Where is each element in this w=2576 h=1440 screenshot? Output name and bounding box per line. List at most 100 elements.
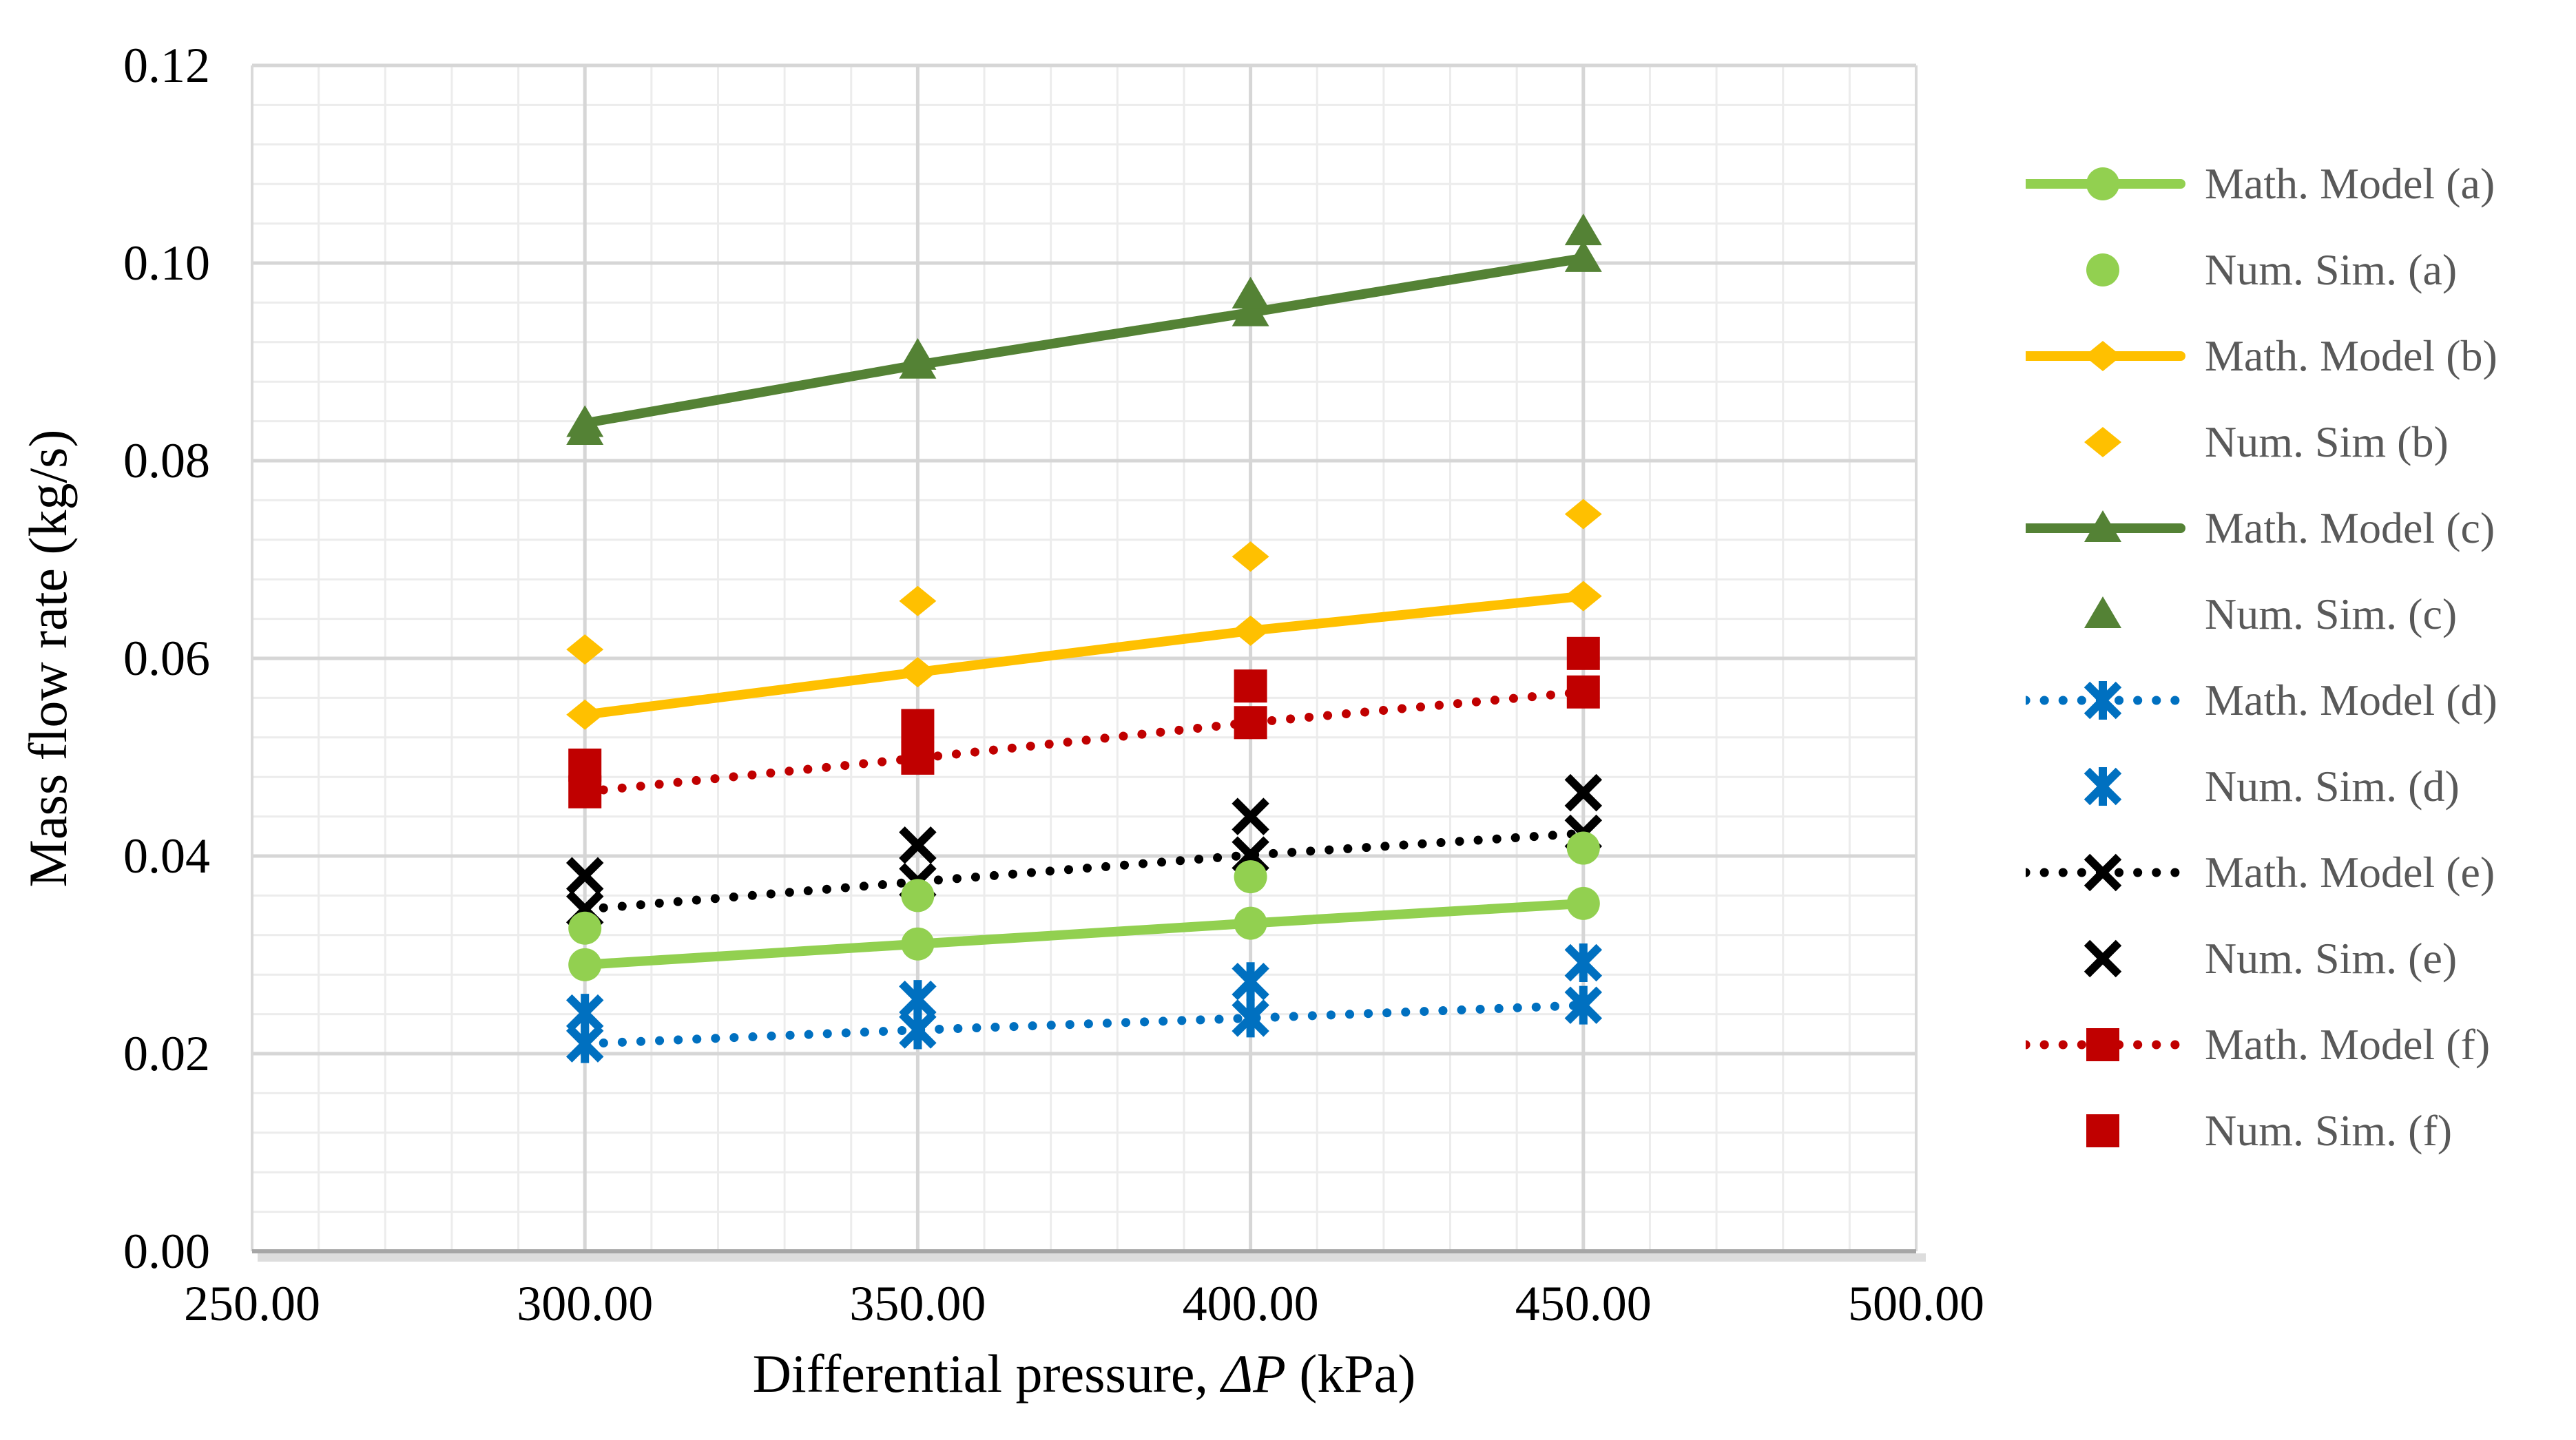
axis-shadow: [258, 1253, 1926, 1262]
legend-item-num-sim-a: Num. Sim. (a): [2026, 236, 2457, 304]
y-tick-label: 0.10: [123, 236, 210, 291]
square-marker: [901, 741, 935, 775]
series-math-model-b: [566, 581, 1602, 730]
legend-label: Num. Sim. (e): [2205, 934, 2458, 983]
circle-marker: [2086, 167, 2119, 200]
circle-marker: [1234, 860, 1267, 894]
series-num-sim-b: [566, 499, 1602, 665]
legend-label: Math. Model (e): [2205, 848, 2495, 897]
x-tick-label: 500.00: [1848, 1276, 1984, 1331]
legend-item-num-sim-c: Num. Sim. (c): [2026, 580, 2457, 649]
series-line: [580, 253, 1588, 428]
legend-key-diamond-icon: [2026, 341, 2185, 371]
x-marker: [1564, 773, 1603, 812]
legend-key-triangle-icon: [2084, 596, 2121, 628]
asterisk-marker: [899, 980, 937, 1019]
series-line: [580, 591, 1588, 720]
legend-item-math-model-d: Math. Model (d): [2026, 666, 2497, 735]
legend-item-num-sim-f: Num. Sim. (f): [2026, 1096, 2452, 1165]
legend-item-math-model-b: Math. Model (b): [2026, 322, 2497, 390]
legend-key-asterisk-icon: [2084, 767, 2122, 806]
series-num-sim-c: [566, 213, 1602, 445]
square-marker: [2086, 1114, 2119, 1147]
circle-marker: [901, 927, 935, 961]
legend-label: Math. Model (d): [2205, 676, 2497, 724]
diamond-marker: [1232, 615, 1269, 646]
diamond-marker: [2084, 427, 2121, 457]
x-marker: [2084, 939, 2122, 978]
series-num-sim-a: [568, 831, 1600, 945]
triangle-marker: [566, 413, 604, 445]
legend-item-math-model-a: Math. Model (a): [2026, 149, 2495, 218]
legend-label: Math. Model (a): [2205, 159, 2495, 208]
legend-key-square-icon: [2086, 1114, 2119, 1147]
series-line: [580, 687, 1588, 797]
series-math-model-c: [566, 240, 1602, 437]
x-tick-label: 350.00: [849, 1276, 986, 1331]
series-num-sim-f: [568, 636, 1600, 782]
series-line: [580, 828, 1588, 914]
x-tick-label: 250.00: [184, 1276, 320, 1331]
series-line: [580, 898, 1588, 970]
legend-label: Math. Model (f): [2205, 1020, 2491, 1069]
legend-label: Math. Model (b): [2205, 331, 2497, 380]
legend-item-num-sim-b: Num. Sim (b): [2026, 408, 2449, 477]
triangle-marker: [1232, 276, 1269, 309]
square-marker: [1234, 706, 1267, 740]
legend-key-circle-icon: [2026, 167, 2185, 200]
triangle-marker: [1564, 213, 1602, 246]
square-marker: [1566, 675, 1600, 709]
legend: Math. Model (a) Num. Sim. (a) Math. Model …: [2026, 0, 2576, 1440]
legend-item-math-model-e: Math. Model (e): [2026, 838, 2495, 907]
diamond-marker: [1232, 541, 1269, 572]
triangle-marker: [2084, 510, 2121, 542]
y-tick-label: 0.08: [123, 433, 210, 488]
triangle-marker: [1564, 240, 1602, 272]
asterisk-marker: [2084, 681, 2122, 720]
y-tick-label: 0.12: [123, 38, 210, 93]
series-line: [580, 1001, 1588, 1049]
circle-marker: [901, 879, 935, 912]
legend-key-diamond-icon: [2084, 427, 2121, 457]
legend-key-triangle-icon: [2026, 510, 2185, 542]
legend-key-asterisk-icon: [2026, 681, 2185, 720]
x-axis-title-text: Differential pressure,: [752, 1344, 1222, 1404]
series-num-sim-d: [565, 943, 1603, 1033]
series-math-model-d: [565, 985, 1603, 1063]
asterisk-marker: [1564, 943, 1603, 982]
legend-item-math-model-c: Math. Model (c): [2026, 494, 2495, 563]
diamond-marker: [2084, 341, 2121, 371]
diamond-marker: [1564, 499, 1602, 530]
square-marker: [568, 748, 602, 782]
asterisk-marker: [1232, 962, 1269, 1001]
asterisk-marker: [1564, 985, 1603, 1025]
triangle-marker: [2084, 596, 2121, 628]
x-axis-title-symbol: ΔP: [1221, 1344, 1286, 1404]
diamond-marker: [899, 585, 937, 616]
legend-key-x-icon: [2026, 853, 2185, 892]
series-math-model-f: [568, 675, 1600, 808]
diamond-marker: [1564, 581, 1602, 612]
circle-marker: [1234, 906, 1267, 940]
legend-label: Num. Sim. (a): [2205, 245, 2458, 294]
legend-key-x-icon: [2084, 939, 2122, 978]
triangle-marker: [1232, 294, 1269, 326]
y-tick-label: 0.00: [123, 1224, 210, 1279]
legend-item-num-sim-d: Num. Sim. (d): [2026, 752, 2460, 821]
circle-marker: [568, 911, 602, 945]
y-tick-label: 0.06: [123, 631, 210, 686]
x-axis-title: Differential pressure, ΔP (kPa): [252, 1343, 1916, 1405]
square-marker: [1566, 636, 1600, 670]
square-marker: [2086, 1028, 2119, 1061]
x-marker: [2084, 853, 2122, 892]
diamond-marker: [566, 634, 604, 665]
x-tick-label: 400.00: [1182, 1276, 1319, 1331]
legend-label: Num. Sim (b): [2205, 417, 2449, 466]
circle-marker: [1566, 886, 1600, 920]
triangle-marker: [899, 337, 937, 370]
asterisk-marker: [565, 994, 604, 1033]
legend-label: Math. Model (c): [2205, 503, 2495, 552]
legend-key-circle-icon: [2086, 253, 2119, 286]
